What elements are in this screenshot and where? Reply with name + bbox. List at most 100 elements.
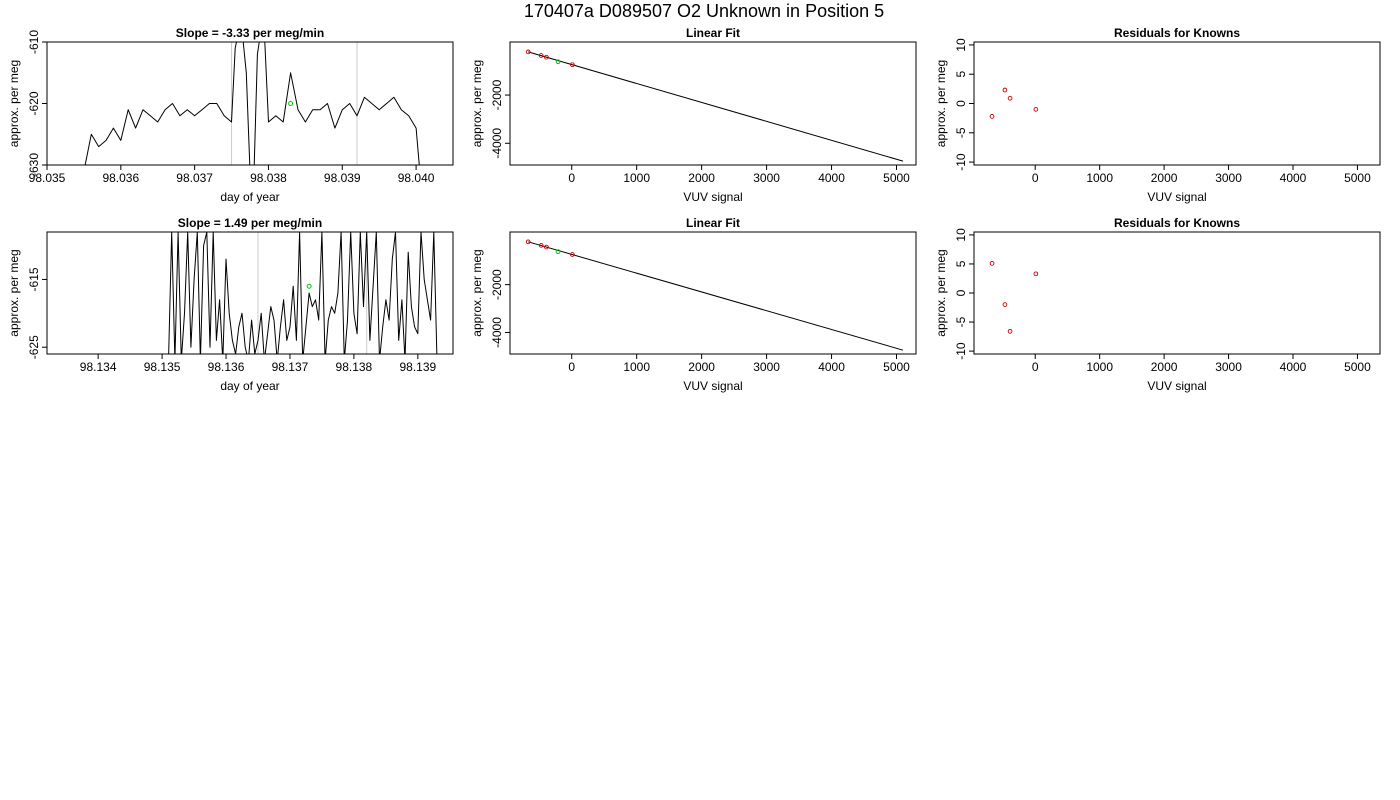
panel-3-plot-area (989, 87, 1039, 119)
panel-3-xtick-label-5: 4000 (1280, 171, 1307, 185)
panel-1-ylabel: approx. per meg (7, 60, 21, 147)
panel-3-known-point-3 (1007, 95, 1013, 101)
panel-4-title: Slope = 1.49 per meg/min (178, 216, 322, 230)
panel-1-xtick-label-3: 98.037 (176, 171, 213, 185)
panel-3-ytick-label-3: 0 (954, 100, 968, 107)
panel-2-xtick-label-3: 2000 (688, 171, 715, 185)
panel-5: 0 1000 2000 3000 4000 5000 -4000 -2000 Linear Fi… (470, 216, 917, 393)
panel-2-fit-line (528, 51, 904, 162)
panel-1-trace-1 (84, 42, 420, 165)
panel-2-title: Linear Fit (686, 26, 740, 40)
panel-3-known-point-4 (1033, 107, 1039, 112)
panel-3-ytick-label-2: -5 (954, 127, 968, 138)
panel-1-xtick-label-6: 98.040 (398, 171, 435, 185)
panel-6-known-point-1 (989, 261, 995, 266)
panel-6-ytick-label-3: 0 (954, 289, 968, 296)
panel-6-xtick-label-3: 2000 (1151, 360, 1178, 374)
panel-6-xtick-label-5: 4000 (1280, 360, 1307, 374)
panel-1-ytick-label-1: -630 (27, 153, 41, 177)
panel-5-xtick-label-3: 2000 (688, 360, 715, 374)
panel-5-ylabel: approx. per meg (470, 249, 484, 336)
panel-3-known-point-2 (1002, 87, 1008, 93)
panel-5-ytick-label-1: -4000 (490, 317, 504, 348)
panel-1-ytick-label-3: -610 (27, 30, 41, 54)
panel-3-xtick-label-1: 0 (1032, 171, 1039, 185)
panel-5-frame (509, 231, 917, 355)
panel-2-frame (509, 41, 917, 166)
panel-4-xtick-label-1: 98.134 (80, 360, 117, 374)
panel-5-xtick-label-5: 4000 (818, 360, 845, 374)
panel-2-plot-area (525, 49, 904, 162)
panel-6: 0 1000 2000 3000 4000 5000 -10 -5 0 5 10 Residuals … (934, 216, 1381, 393)
panel-6-xtick-label-1: 0 (1032, 360, 1039, 374)
panel-6-xlabel: VUV signal (1147, 379, 1206, 393)
panel-6-ytick-label-5: 10 (954, 228, 968, 242)
panel-4-xtick-label-6: 98.139 (399, 360, 436, 374)
panel-5-fit-line (528, 241, 904, 351)
panel-4-xlabel: day of year (220, 379, 279, 393)
panel-6-known-point-3 (1007, 328, 1013, 334)
panel-4-frame (46, 231, 454, 355)
panel-6-ylabel: approx. per meg (934, 249, 948, 336)
panel-2-known-point-4 (570, 62, 575, 68)
panel-2-known-point-2 (538, 53, 544, 58)
panel-3-xtick-label-4: 3000 (1215, 171, 1242, 185)
panel-1-xlabel: day of year (220, 190, 279, 204)
panel-1-plot-area (84, 42, 420, 165)
panel-2-known-point-3 (544, 54, 549, 60)
panel-3-xlabel: VUV signal (1147, 190, 1206, 204)
panel-3: 0 1000 2000 3000 4000 5000 -10 -5 0 5 10 Residuals … (934, 26, 1381, 204)
panels: 98.035 98.036 98.037 98.038 98.039 98.040 -630… (7, 26, 1381, 393)
panel-6-plot-area (989, 261, 1039, 334)
panel-3-xtick-label-3: 2000 (1151, 171, 1178, 185)
panel-4-ytick-label-2: -615 (27, 267, 41, 291)
panel-6-ytick-label-2: -5 (954, 316, 968, 327)
panel-2-xlabel: VUV signal (683, 190, 742, 204)
panel-5-known-point-3 (544, 244, 549, 250)
panel-2-ylabel: approx. per meg (470, 60, 484, 147)
panel-2-ytick-label-2: -2000 (490, 79, 504, 110)
panel-5-known-point-2 (538, 243, 544, 248)
panel-5-xtick-label-1: 0 (568, 360, 575, 374)
panel-3-xtick-label-6: 5000 (1344, 171, 1371, 185)
panel-6-xtick-label-6: 5000 (1344, 360, 1371, 374)
panel-2-xtick-label-2: 1000 (623, 171, 650, 185)
panel-1-xtick-label-5: 98.039 (324, 171, 361, 185)
panel-6-ytick-label-1: -10 (954, 342, 968, 360)
panel-4-ytick-label-1: -625 (27, 335, 41, 359)
panel-4-plot-area (168, 232, 438, 354)
panel-2-xtick-label-4: 3000 (753, 171, 780, 185)
panel-5-xtick-label-4: 3000 (753, 360, 780, 374)
panel-3-title: Residuals for Knowns (1114, 26, 1240, 40)
panel-1-title: Slope = -3.33 per meg/min (176, 26, 324, 40)
panel-2-xtick-label-6: 5000 (883, 171, 910, 185)
panel-1-xtick-label-1: 98.035 (29, 171, 66, 185)
panel-5-known-point-1 (525, 239, 531, 245)
panel-2-xtick-label-5: 4000 (818, 171, 845, 185)
panel-1-highlight-point (288, 101, 294, 106)
panel-4-xtick-label-4: 98.137 (272, 360, 309, 374)
panel-4-ylabel: approx. per meg (7, 249, 21, 336)
panel-5-unknown-point-1 (555, 249, 561, 255)
panel-5-xtick-label-6: 5000 (883, 360, 910, 374)
panel-3-known-point-1 (989, 114, 995, 119)
panel-4: 98.134 98.135 98.136 98.137 98.138 98.139 -625… (7, 216, 454, 393)
panel-2-xtick-label-1: 0 (568, 171, 575, 185)
panel-5-plot-area (525, 239, 904, 351)
panel-5-xlabel: VUV signal (683, 379, 742, 393)
panel-6-xtick-label-4: 3000 (1215, 360, 1242, 374)
panel-6-title: Residuals for Knowns (1114, 216, 1240, 230)
panel-3-ylabel: approx. per meg (934, 60, 948, 147)
panel-2-unknown-point-1 (555, 59, 561, 65)
panel-5-ytick-label-2: -2000 (490, 269, 504, 300)
panel-3-xtick-label-2: 1000 (1086, 171, 1113, 185)
panel-6-xtick-label-2: 1000 (1086, 360, 1113, 374)
panel-2-known-point-1 (525, 49, 531, 55)
panel-1-xtick-label-2: 98.036 (102, 171, 139, 185)
panel-3-ytick-label-4: 5 (954, 71, 968, 78)
panel-4-trace-1 (168, 232, 438, 354)
panel-6-known-point-4 (1033, 271, 1039, 277)
figure-suptitle: 170407a D089507 O2 Unknown in Position 5 (524, 1, 884, 21)
